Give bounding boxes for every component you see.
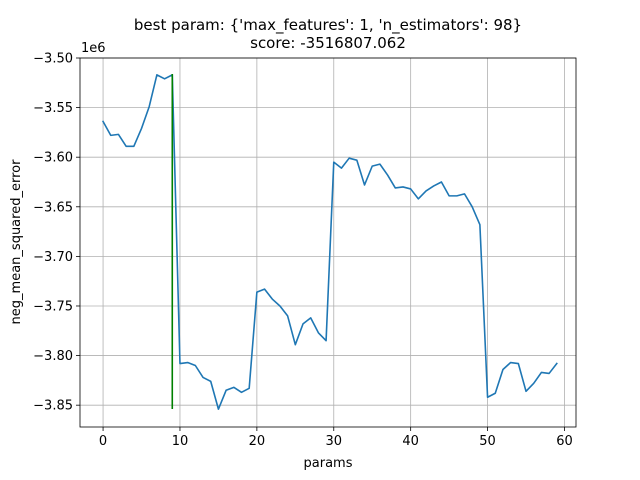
x-tick-label: 0 bbox=[99, 434, 107, 449]
x-tick-label: 30 bbox=[325, 434, 342, 449]
y-axis-ticks: −3.85 −3.80 −3.75 −3.70 −3.65 −3.60 −3.55 −3.50 bbox=[33, 52, 80, 414]
axes-frame bbox=[79, 57, 577, 428]
x-tick-label: 20 bbox=[249, 434, 266, 449]
x-axis-label: params bbox=[304, 456, 353, 471]
y-offset-label: 1e6 bbox=[81, 41, 106, 56]
x-tick-label: 40 bbox=[402, 434, 419, 449]
score-series-line bbox=[101, 74, 558, 410]
y-tick-label: −3.80 bbox=[33, 349, 73, 364]
x-tick-label: 60 bbox=[556, 434, 573, 449]
grid-lines bbox=[80, 57, 576, 427]
x-tick-label: 10 bbox=[172, 434, 189, 449]
x-axis-ticks: 0 10 20 30 40 50 60 bbox=[99, 427, 573, 449]
x-tick-label: 50 bbox=[479, 434, 496, 449]
y-tick-label: −3.60 bbox=[33, 151, 73, 166]
chart-title-line-2: score: -3516807.062 bbox=[250, 34, 406, 52]
y-tick-label: −3.75 bbox=[33, 299, 73, 314]
plot-series bbox=[101, 74, 558, 410]
y-tick-label: −3.65 bbox=[33, 200, 73, 215]
y-tick-label: −3.50 bbox=[33, 52, 73, 67]
y-axis-label: neg_mean_squared_error bbox=[9, 159, 24, 325]
y-tick-label: −3.85 bbox=[33, 399, 73, 414]
y-tick-label: −3.70 bbox=[33, 250, 73, 265]
y-tick-label: −3.55 bbox=[33, 101, 73, 116]
chart-title-line-1: best param: {'max_features': 1, 'n_estim… bbox=[134, 16, 522, 35]
